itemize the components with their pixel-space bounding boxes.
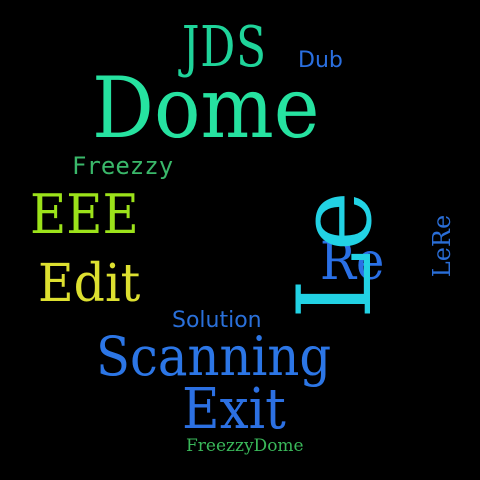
word-solution: Solution [172,308,262,333]
word-dome: Dome [92,59,320,157]
word-le: Le [276,190,395,320]
word-freezzy: Freezzy [72,152,174,180]
word-lere: LeRe [428,214,456,278]
word-dub: Dub [298,48,343,73]
word-edit: Edit [38,254,141,314]
word-exit: Exit [182,377,286,442]
word-freezzydome: FreezzyDome [186,436,304,456]
word-scanning: Scanning [96,325,332,388]
word-re: Re [320,232,385,292]
word-eee: EEE [30,183,139,246]
word-jds: JDS [182,15,267,80]
